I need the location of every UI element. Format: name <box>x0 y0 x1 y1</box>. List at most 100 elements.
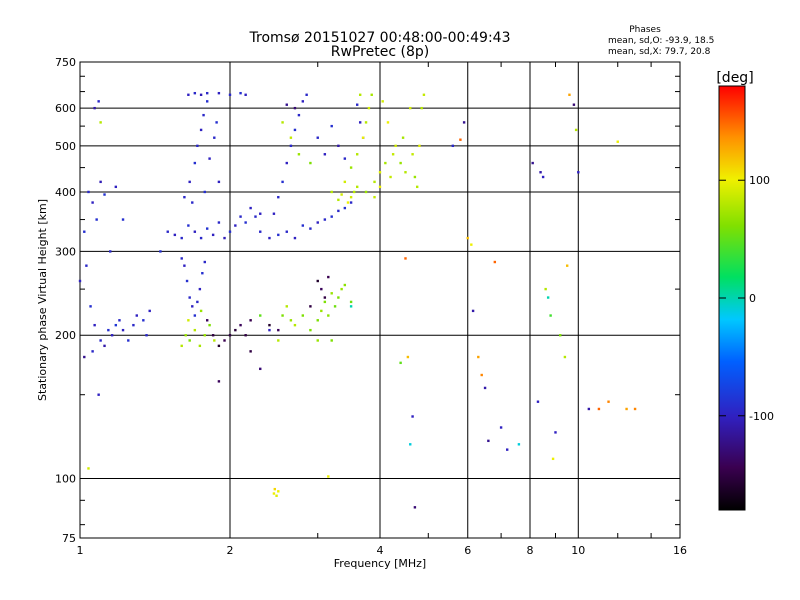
data-point <box>349 166 353 169</box>
data-point <box>572 103 576 106</box>
data-point <box>625 407 628 411</box>
data-point <box>289 136 293 139</box>
data-point <box>607 400 610 403</box>
data-point <box>404 171 407 174</box>
data-point <box>196 300 199 304</box>
data-point <box>281 180 284 184</box>
data-point <box>320 287 323 291</box>
data-point <box>330 215 333 218</box>
data-point <box>180 236 183 240</box>
data-point <box>323 300 327 304</box>
data-point <box>87 467 90 470</box>
data-point <box>244 93 247 96</box>
data-point <box>309 227 312 230</box>
data-point <box>107 328 110 332</box>
data-point <box>208 323 211 327</box>
data-point <box>289 144 293 148</box>
data-point <box>316 339 319 342</box>
data-point <box>217 344 221 348</box>
data-point <box>205 100 209 103</box>
data-point <box>415 185 419 189</box>
data-point <box>301 224 305 227</box>
data-point <box>349 300 353 304</box>
data-point <box>337 198 340 202</box>
data-point <box>203 334 206 337</box>
data-point <box>205 91 209 95</box>
data-point <box>180 344 183 348</box>
data-point <box>616 140 619 143</box>
data-point <box>301 100 305 103</box>
data-point <box>272 212 276 215</box>
data-point <box>551 457 555 461</box>
x-tick-label: 2 <box>227 544 234 557</box>
colorbar-tick-label: 100 <box>749 174 770 187</box>
y-tick-label: 75 <box>62 532 76 545</box>
data-point <box>132 323 135 327</box>
data-point <box>541 175 545 179</box>
data-point <box>187 224 190 227</box>
grid <box>80 62 680 538</box>
data-point <box>349 201 353 204</box>
data-point <box>272 492 276 495</box>
data-point <box>316 221 319 224</box>
data-point <box>277 195 280 199</box>
data-point <box>85 264 88 267</box>
data-point <box>281 314 284 317</box>
data-point <box>323 153 327 156</box>
data-point <box>406 355 410 359</box>
data-point <box>373 180 376 184</box>
data-point <box>173 233 177 237</box>
data-point <box>159 250 162 253</box>
data-point <box>401 136 405 139</box>
data-point <box>554 431 557 434</box>
data-point <box>259 230 262 233</box>
data-point <box>367 106 371 110</box>
data-point <box>330 292 333 295</box>
data-point <box>297 153 301 156</box>
data-point <box>205 227 209 230</box>
data-point <box>109 250 112 253</box>
data-point <box>451 144 455 148</box>
x-tick-label: 1 <box>77 544 84 557</box>
data-point <box>343 180 347 184</box>
data-point <box>563 355 567 359</box>
data-point <box>114 323 118 327</box>
data-point <box>337 144 340 148</box>
data-point <box>293 128 297 132</box>
data-point <box>565 264 569 267</box>
data-point <box>536 400 540 403</box>
data-point <box>386 121 390 124</box>
data-point <box>409 443 412 446</box>
data-point <box>228 334 232 337</box>
x-axis-label: Frequency [MHz] <box>334 557 426 570</box>
data-point <box>259 367 262 371</box>
data-point <box>211 334 215 337</box>
data-point <box>203 190 206 194</box>
data-point <box>477 355 480 359</box>
data-point <box>228 93 232 96</box>
data-point <box>378 185 382 189</box>
y-tick-label: 200 <box>55 329 76 342</box>
data-point <box>259 314 262 317</box>
data-point <box>191 305 194 308</box>
data-point <box>199 93 203 96</box>
data-point <box>361 136 365 139</box>
data-point <box>289 319 293 322</box>
chart-subtitle: RwPretec (8p) <box>331 44 429 60</box>
data-point <box>568 93 571 96</box>
data-point <box>145 334 148 337</box>
data-point <box>211 233 215 237</box>
data-point <box>198 287 202 291</box>
phases-header: Phases <box>629 25 661 35</box>
data-point <box>196 144 199 148</box>
data-point <box>187 93 190 96</box>
data-point <box>409 106 412 110</box>
data-point <box>517 443 521 446</box>
data-point <box>349 195 353 199</box>
data-point <box>201 272 204 275</box>
data-point <box>394 144 397 148</box>
data-point <box>316 279 319 283</box>
data-point <box>166 230 169 233</box>
colorbar: [deg] 100 0 -100 <box>716 70 774 511</box>
data-point <box>259 212 262 215</box>
